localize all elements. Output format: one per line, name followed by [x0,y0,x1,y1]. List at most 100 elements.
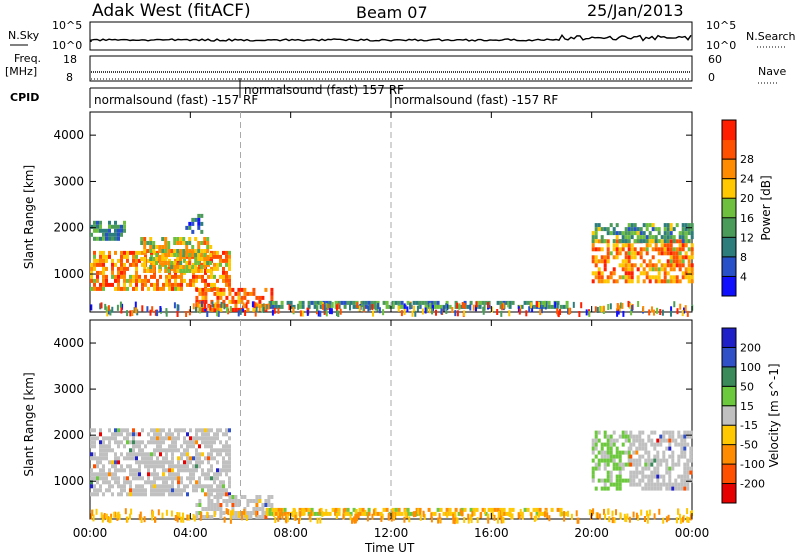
echo-cell [164,237,168,241]
echo-cell [96,480,99,485]
echo-cell [200,265,204,269]
echo-cell [170,249,174,253]
echo-cell [650,462,654,467]
echo-cell [609,454,613,459]
echo-cell [364,304,368,309]
echo-cell [505,300,509,305]
echo-cell [223,303,226,310]
echo-cell [298,518,300,524]
echo-cell [180,464,183,469]
echo-cell [102,464,105,469]
echo-cell [635,474,639,479]
echo-cell [219,468,222,473]
echo-cell [180,480,183,485]
echo-cell [171,436,174,441]
echo-cell [645,271,649,276]
echo-cell [153,488,156,493]
echo-cell [108,484,111,489]
echo-cell [484,300,488,305]
echo-cell [662,430,666,435]
echo-cell [618,450,622,455]
echo-cell [129,274,132,279]
echo-cell [261,507,265,511]
echo-cell [615,243,619,248]
echo-cell [153,460,156,465]
echo-cell [114,468,117,473]
echo-cell [246,299,250,304]
cpid-segment-2: normalsound (fast) 157 RF [244,83,404,97]
echo-cell [99,236,102,241]
echo-cell [222,511,226,515]
echo-cell [635,482,639,487]
echo-cell [603,434,607,439]
echo-cell [152,261,156,265]
echo-cell [277,507,281,512]
echo-cell [146,306,149,313]
echo-cell [683,442,687,447]
echo-cell [219,287,223,292]
echo-cell [339,308,342,315]
echo-cell [644,462,648,467]
echo-cell [316,517,319,524]
echo-cell [277,307,280,314]
echo-cell [93,436,96,441]
echo-cell [680,450,684,455]
echo-cell [234,511,238,515]
echo-cell [618,263,622,268]
colorbar-tick-label: 24 [740,173,754,186]
echo-cell [195,515,199,519]
echo-cell [189,476,192,481]
echo-cell [225,432,228,437]
echo-cell [165,278,168,283]
echo-cell [213,507,217,511]
echo-cell [201,488,204,493]
echo-cell [129,488,132,493]
beam-label: Beam 07 [356,3,428,22]
echo-cell [177,428,180,433]
echo-cell [93,452,96,457]
echo-cell [219,448,222,453]
echo-cell [683,466,687,471]
echo-cell [496,309,499,315]
echo-cell [174,428,177,433]
echo-cell [508,304,512,309]
echo-cell [654,235,658,240]
echo-cell [138,492,141,497]
echo-cell [648,275,652,280]
echo-cell [469,507,473,512]
echo-cell [138,278,141,283]
echo-cell [143,261,147,265]
echo-cell [657,259,661,264]
echo-cell [141,305,144,312]
echo-cell [225,254,228,259]
echo-cell [207,452,210,457]
echo-cell [638,442,642,447]
echo-cell [243,295,247,300]
echo-cell [627,450,631,455]
echo-cell [120,224,123,229]
echo-cell [197,225,201,230]
echo-cell [176,304,179,311]
echo-cell [618,474,622,479]
echo-cell [195,464,198,469]
echo-cell [689,458,693,463]
echo-cell [635,450,639,455]
echo-cell [179,253,183,257]
echo-cell [683,486,687,491]
echo-cell [654,263,658,268]
echo-cell [666,227,670,232]
echo-cell [639,235,643,240]
echo-cell [665,466,669,471]
echo-cell [188,257,192,261]
echo-cell [353,517,356,524]
echo-cell [132,472,135,477]
echo-cell [612,482,616,487]
echo-cell [120,286,123,291]
echo-cell [537,511,540,518]
echo-cell [632,478,636,483]
echo-cell [647,482,651,487]
echo-cell [132,428,135,433]
echo-cell [126,258,129,263]
echo-cell [663,267,667,272]
echo-cell [243,495,247,499]
